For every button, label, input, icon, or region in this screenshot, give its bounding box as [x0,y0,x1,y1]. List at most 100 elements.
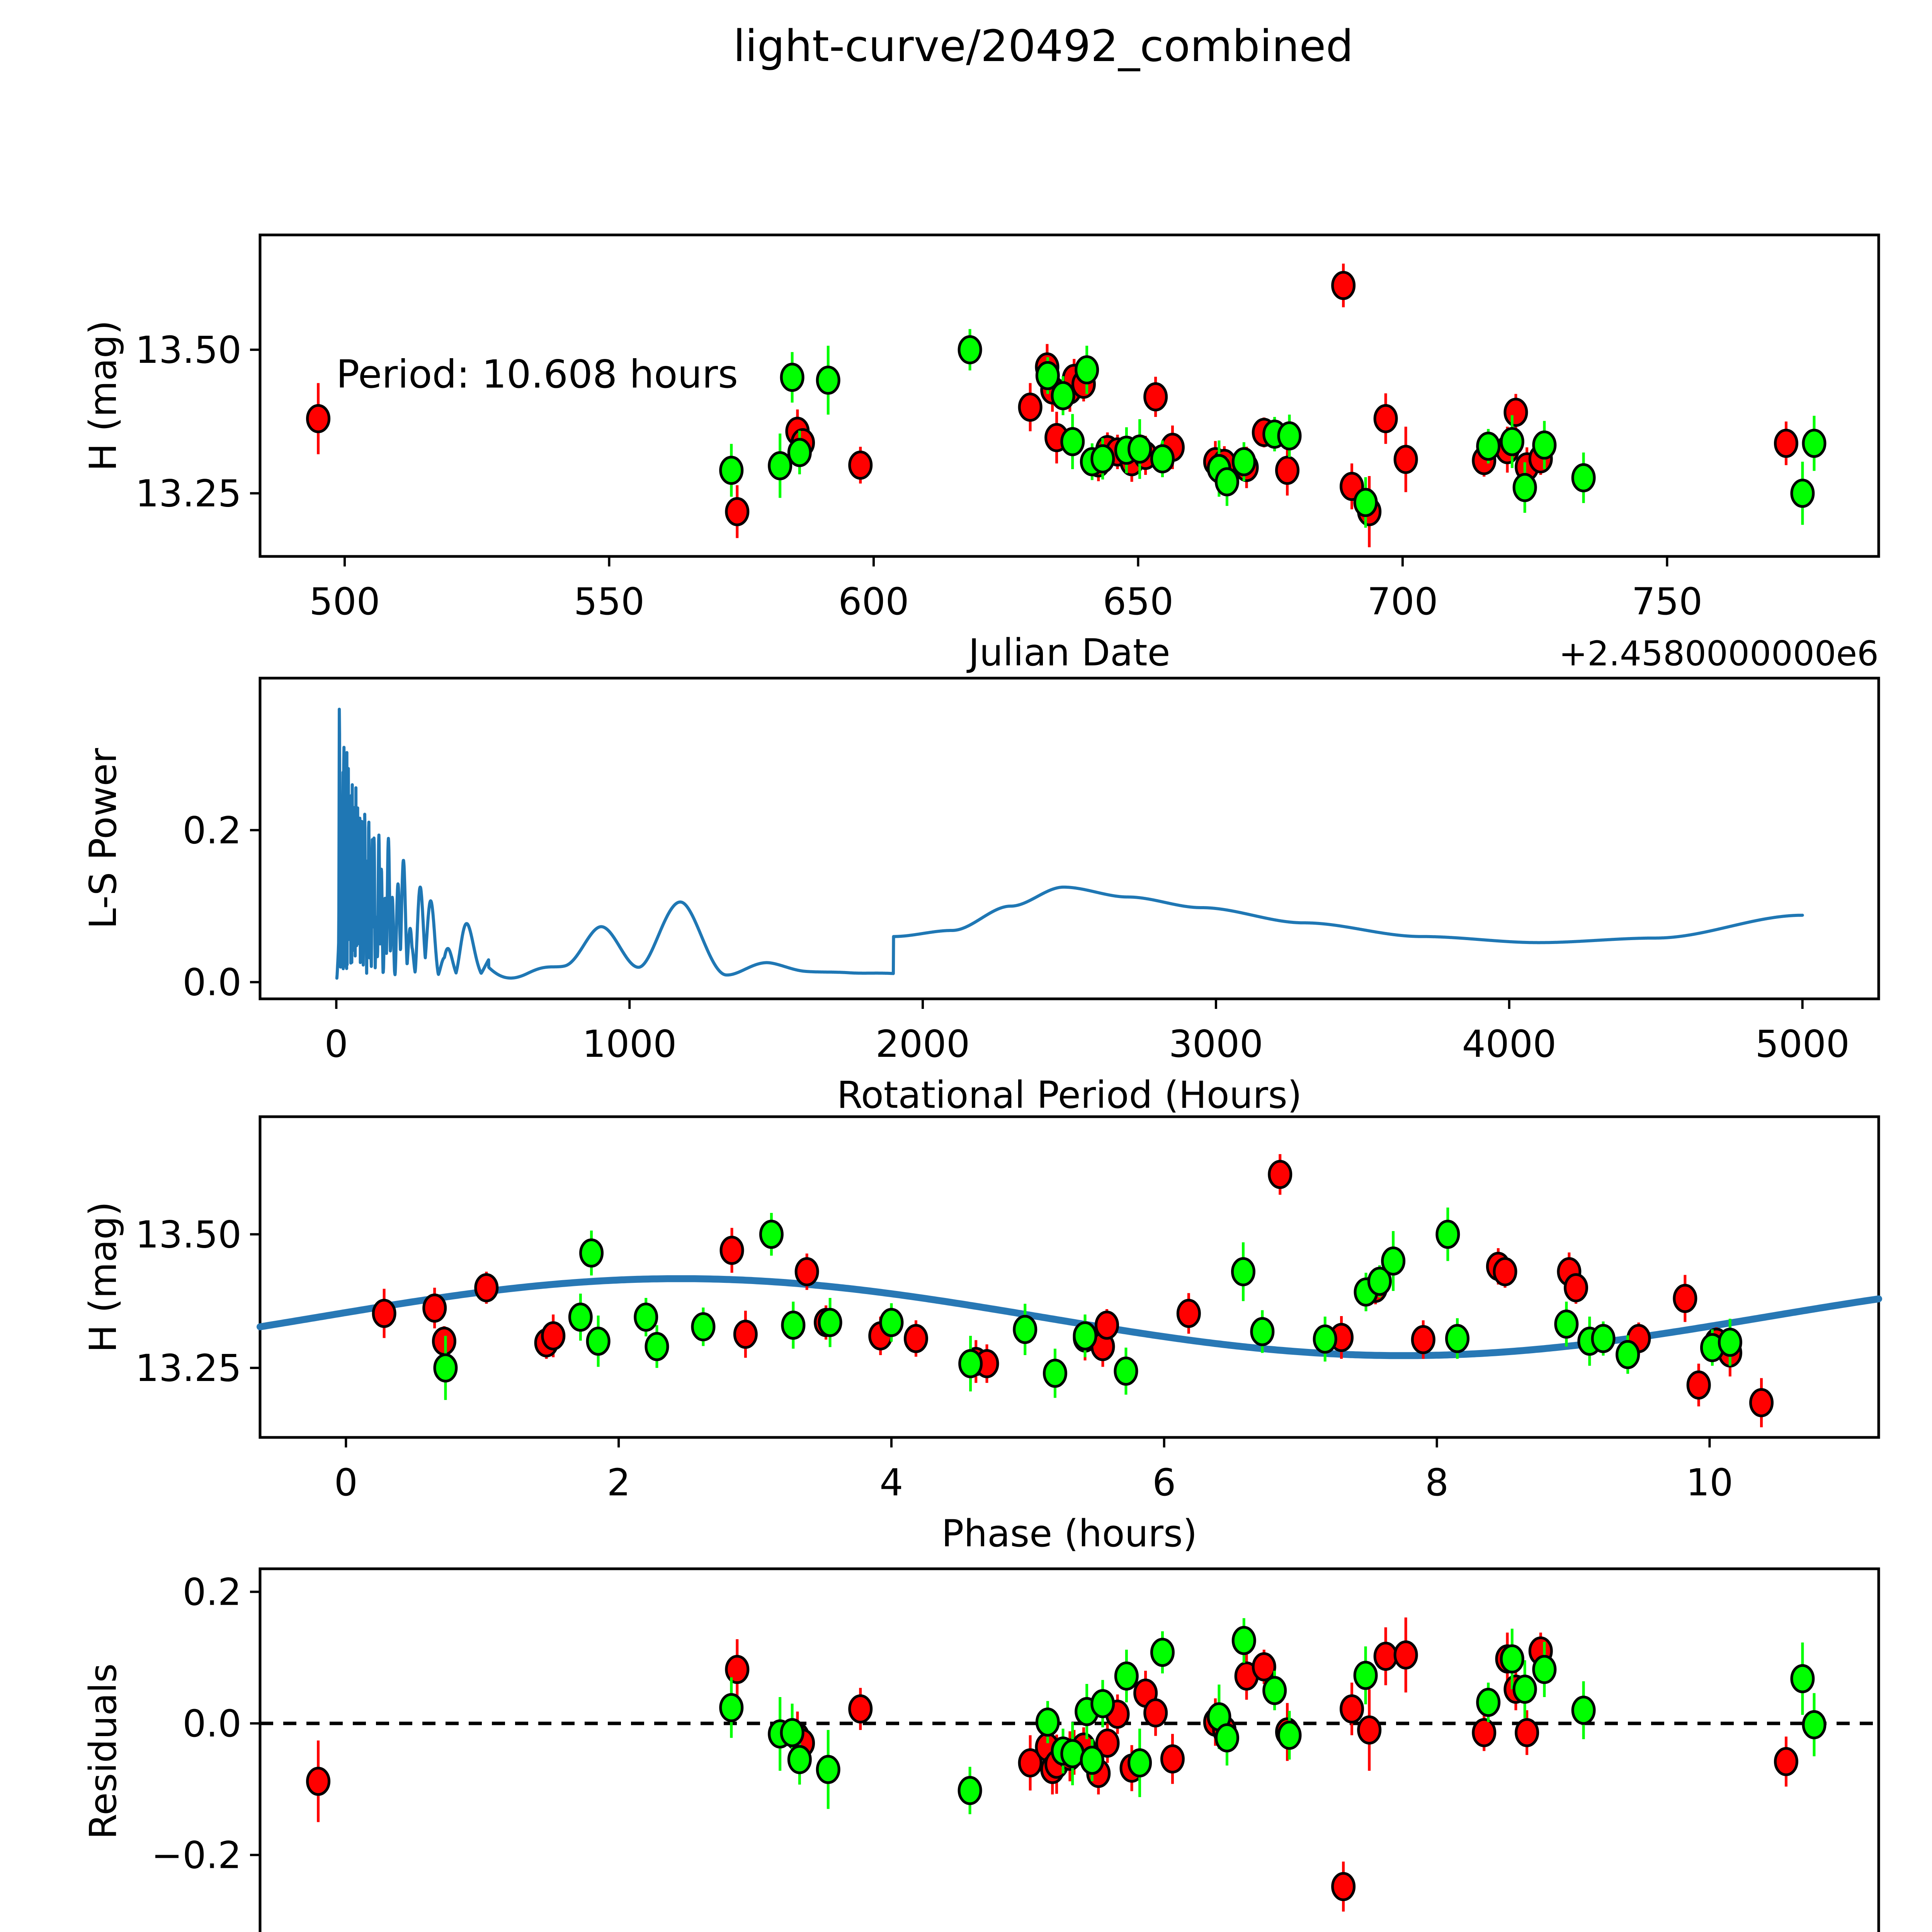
data-point[interactable] [1095,1728,1120,1758]
data-point[interactable] [306,1767,331,1796]
data-point[interactable] [1411,1325,1435,1354]
data-point[interactable] [1252,1652,1276,1682]
data-point[interactable] [1472,1718,1497,1747]
data-point[interactable] [1749,1388,1774,1417]
data-point[interactable] [1035,361,1060,390]
data-point[interactable] [1616,1340,1640,1369]
data-point[interactable] [422,1293,447,1323]
data-point[interactable] [372,1299,396,1328]
data-point[interactable] [1051,381,1075,410]
data-point[interactable] [1043,1359,1067,1388]
data-point[interactable] [1268,1160,1293,1189]
data-point[interactable] [1250,1317,1275,1346]
data-point[interactable] [1331,271,1356,300]
data-point[interactable] [848,1694,873,1724]
data-point[interactable] [1160,1744,1185,1774]
data-point[interactable] [1340,1694,1364,1724]
data-point[interactable] [1512,1674,1537,1704]
lightcurve-plot[interactable]: 500 550 600 650 700 750 13.25 13.50 Julian Date H… [0,0,1932,674]
data-point[interactable] [957,335,982,364]
data-point[interactable] [645,1332,669,1361]
data-point[interactable] [848,451,873,480]
data-point[interactable] [1114,1356,1138,1386]
data-point[interactable] [432,1327,456,1356]
data-point[interactable] [541,1321,566,1350]
data-point[interactable] [1591,1324,1616,1353]
data-point[interactable] [586,1327,611,1356]
data-point[interactable] [719,1693,744,1722]
data-point[interactable] [1095,1310,1119,1340]
data-point[interactable] [1381,1246,1406,1276]
data-point[interactable] [1367,1267,1392,1296]
data-point[interactable] [1802,429,1827,458]
data-point[interactable] [1331,1872,1356,1901]
data-point[interactable] [1277,1721,1302,1750]
data-point[interactable] [306,404,331,434]
data-point[interactable] [1802,1710,1827,1740]
data-point[interactable] [725,1655,750,1684]
data-point[interactable] [816,1755,840,1784]
data-point[interactable] [787,1745,812,1774]
data-point[interactable] [1060,1739,1085,1769]
data-point[interactable] [568,1303,593,1332]
data-point[interactable] [1512,473,1537,502]
data-point[interactable] [1150,1638,1175,1667]
data-point[interactable] [1790,1664,1815,1694]
data-point[interactable] [1774,1747,1798,1776]
data-point[interactable] [1500,427,1524,456]
data-point[interactable] [1018,1748,1043,1777]
data-point[interactable] [1214,467,1239,497]
data-point[interactable] [780,362,804,392]
data-point[interactable] [1231,447,1256,476]
data-point[interactable] [1128,1748,1152,1777]
data-point[interactable] [1275,456,1300,485]
data-point[interactable] [1277,421,1302,451]
data-point[interactable] [768,451,793,480]
data-point[interactable] [1393,445,1418,474]
data-point[interactable] [1686,1370,1711,1400]
data-point[interactable] [433,1353,458,1383]
data-point[interactable] [818,1308,842,1337]
data-point[interactable] [903,1324,928,1353]
data-point[interactable] [719,1236,744,1265]
data-point[interactable] [1114,1661,1139,1691]
phasefold-plot[interactable]: 0 2 4 6 8 10 13.25 13.50 Phase (hours) H (mag) [0,1101,1932,1555]
data-point[interactable] [1128,434,1152,464]
data-point[interactable] [1774,429,1798,458]
data-point[interactable] [1476,1687,1501,1717]
data-point[interactable] [1515,1718,1539,1747]
data-point[interactable] [957,1776,982,1805]
data-point[interactable] [1090,444,1115,474]
data-point[interactable] [1435,1219,1460,1249]
data-point[interactable] [1357,1715,1382,1745]
data-point[interactable] [1571,463,1596,493]
data-point[interactable] [1503,398,1528,427]
data-point[interactable] [759,1219,784,1249]
data-point[interactable] [1445,1324,1470,1353]
data-point[interactable] [1393,1640,1418,1670]
data-point[interactable] [1493,1257,1517,1286]
data-point[interactable] [1554,1310,1579,1339]
data-point[interactable] [1532,430,1557,460]
data-point[interactable] [879,1308,904,1337]
data-point[interactable] [794,1257,819,1286]
data-point[interactable] [1262,1676,1287,1705]
data-point[interactable] [579,1238,604,1268]
data-point[interactable] [958,1349,983,1378]
data-point[interactable] [1176,1299,1201,1328]
data-point[interactable] [719,456,744,485]
data-point[interactable] [474,1273,499,1303]
data-point[interactable] [1313,1324,1337,1354]
data-point[interactable] [733,1320,758,1349]
data-point[interactable] [1476,432,1501,461]
data-point[interactable] [1214,1723,1239,1753]
data-point[interactable] [1564,1273,1588,1303]
data-point[interactable] [1571,1696,1596,1725]
data-point[interactable] [1532,1655,1557,1684]
data-point[interactable] [1060,427,1085,456]
data-point[interactable] [1143,382,1168,412]
data-point[interactable] [1353,488,1378,517]
data-point[interactable] [725,497,750,526]
data-point[interactable] [1018,393,1043,422]
data-point[interactable] [1500,1644,1524,1673]
